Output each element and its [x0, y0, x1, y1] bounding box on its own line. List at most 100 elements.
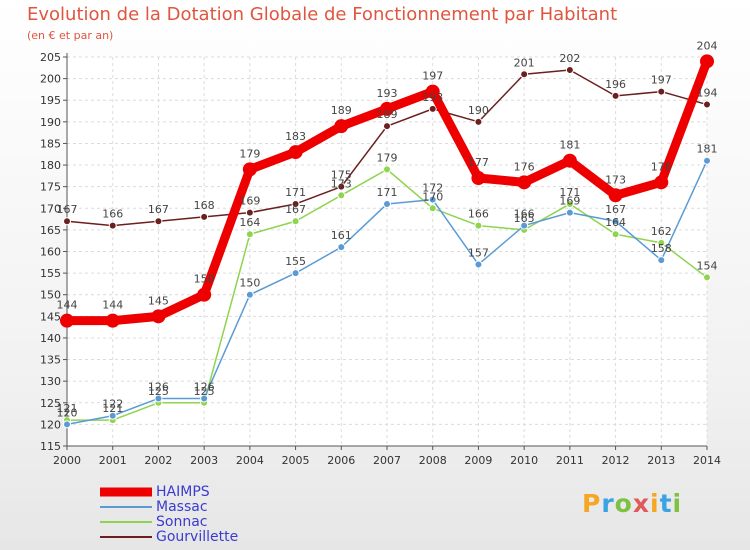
data-point-sonnac [703, 273, 711, 282]
data-point-haimps [608, 188, 623, 203]
y-tick-label: 165 [40, 224, 61, 237]
data-point-haimps [471, 171, 486, 186]
x-tick-label: 2000 [53, 454, 81, 467]
data-point-haimps [380, 101, 394, 116]
data-point-massac [565, 208, 574, 217]
legend-label-gourvillette: Gourvillette [156, 529, 239, 545]
data-point-massac [383, 199, 391, 208]
data-point-massac [428, 195, 437, 204]
legend-swatch-sonnac [100, 521, 152, 523]
series-layer [60, 54, 714, 429]
x-tick-label: 2013 [647, 454, 675, 467]
data-label-massac: 161 [331, 229, 352, 242]
data-label-gourvillette: 190 [468, 104, 489, 117]
data-label-haimps: 145 [148, 294, 169, 307]
chart-subtitle: (en € et par an) [27, 29, 114, 42]
data-point-gourvillette [291, 199, 300, 208]
data-label-haimps: 193 [377, 87, 398, 100]
data-point-gourvillette [657, 87, 666, 96]
x-tick-label: 2011 [556, 454, 584, 467]
chart-title: Evolution de la Dotation Globale de Fonc… [27, 4, 618, 25]
data-label-massac: 120 [57, 406, 78, 419]
data-point-massac [611, 217, 620, 226]
data-point-massac [291, 269, 300, 278]
proxiti-logo: Proxiti [582, 489, 682, 518]
data-point-sonnac [565, 199, 574, 208]
data-point-gourvillette [337, 182, 346, 191]
y-tick-label: 125 [40, 397, 61, 410]
y-tick-label: 195 [40, 94, 61, 107]
data-point-gourvillette [383, 122, 391, 131]
data-label-gourvillette: 175 [331, 169, 352, 182]
data-point-sonnac [611, 230, 620, 239]
logo-letter: r [601, 489, 615, 518]
data-point-haimps [425, 84, 440, 99]
y-tick-label: 145 [40, 310, 61, 323]
data-label-gourvillette: 168 [194, 199, 215, 212]
data-point-gourvillette [611, 91, 620, 100]
y-tick-label: 160 [40, 246, 61, 259]
data-label-sonnac: 164 [239, 216, 260, 229]
data-point-gourvillette [520, 70, 529, 79]
data-label-sonnac: 121 [102, 402, 123, 415]
y-tick-label: 175 [40, 181, 61, 194]
legend-swatch-gourvillette [100, 536, 152, 538]
data-label-sonnac: 179 [377, 151, 398, 164]
x-tick-label: 2014 [693, 454, 721, 467]
y-tick-label: 205 [40, 51, 61, 64]
data-label-sonnac: 171 [559, 186, 580, 199]
data-label-haimps: 150 [194, 273, 215, 286]
data-label-massac: 169 [559, 195, 580, 208]
y-tick-label: 180 [40, 159, 61, 172]
data-point-gourvillette [154, 217, 163, 226]
x-tick-label: 2012 [602, 454, 630, 467]
data-point-sonnac [657, 238, 666, 247]
data-point-haimps [60, 313, 74, 328]
y-tick-label: 190 [40, 116, 61, 129]
legend: HAIMPS Massac Sonnac Gourvillette [100, 484, 320, 545]
y-tick-label: 150 [40, 289, 61, 302]
y-tick-label: 185 [40, 137, 61, 150]
data-point-massac [245, 290, 254, 299]
data-label-haimps: 176 [651, 160, 672, 173]
legend-swatch-massac [100, 506, 152, 508]
data-label-haimps: 144 [102, 299, 123, 312]
data-label-massac: 126 [194, 380, 215, 393]
legend-swatch-haimps [100, 487, 152, 497]
data-point-gourvillette [245, 208, 254, 217]
data-point-massac [200, 394, 209, 403]
y-tick-label: 140 [40, 332, 61, 345]
data-point-gourvillette [63, 217, 71, 226]
legend-item-haimps: HAIMPS [100, 484, 320, 500]
legend-label-sonnac: Sonnac [156, 514, 208, 530]
data-label-gourvillette: 167 [57, 203, 78, 216]
data-label-haimps: 204 [697, 39, 718, 52]
data-label-massac: 158 [651, 242, 672, 255]
data-label-massac: 155 [285, 255, 306, 268]
data-point-sonnac [337, 191, 346, 200]
data-point-gourvillette [474, 117, 483, 126]
data-label-gourvillette: 169 [239, 195, 260, 208]
data-label-massac: 122 [102, 398, 123, 411]
data-label-haimps: 177 [468, 156, 489, 169]
data-label-sonnac: 167 [285, 203, 306, 216]
data-point-gourvillette [428, 104, 437, 113]
data-label-gourvillette: 171 [285, 186, 306, 199]
data-label-massac: 150 [239, 277, 260, 290]
x-tick-label: 2006 [327, 454, 355, 467]
data-point-massac [657, 256, 666, 265]
data-label-gourvillette: 202 [559, 52, 580, 65]
logo-letter: o [614, 489, 633, 518]
data-point-sonnac [245, 230, 254, 239]
data-label-haimps: 183 [285, 130, 306, 143]
y-tick-label: 155 [40, 267, 61, 280]
data-label-gourvillette: 201 [514, 56, 535, 69]
data-label-sonnac: 173 [331, 177, 352, 190]
data-label-sonnac: 165 [514, 212, 535, 225]
data-point-massac [337, 243, 346, 252]
data-label-gourvillette: 189 [377, 108, 398, 121]
data-point-sonnac [291, 217, 300, 226]
data-point-gourvillette [565, 65, 574, 74]
